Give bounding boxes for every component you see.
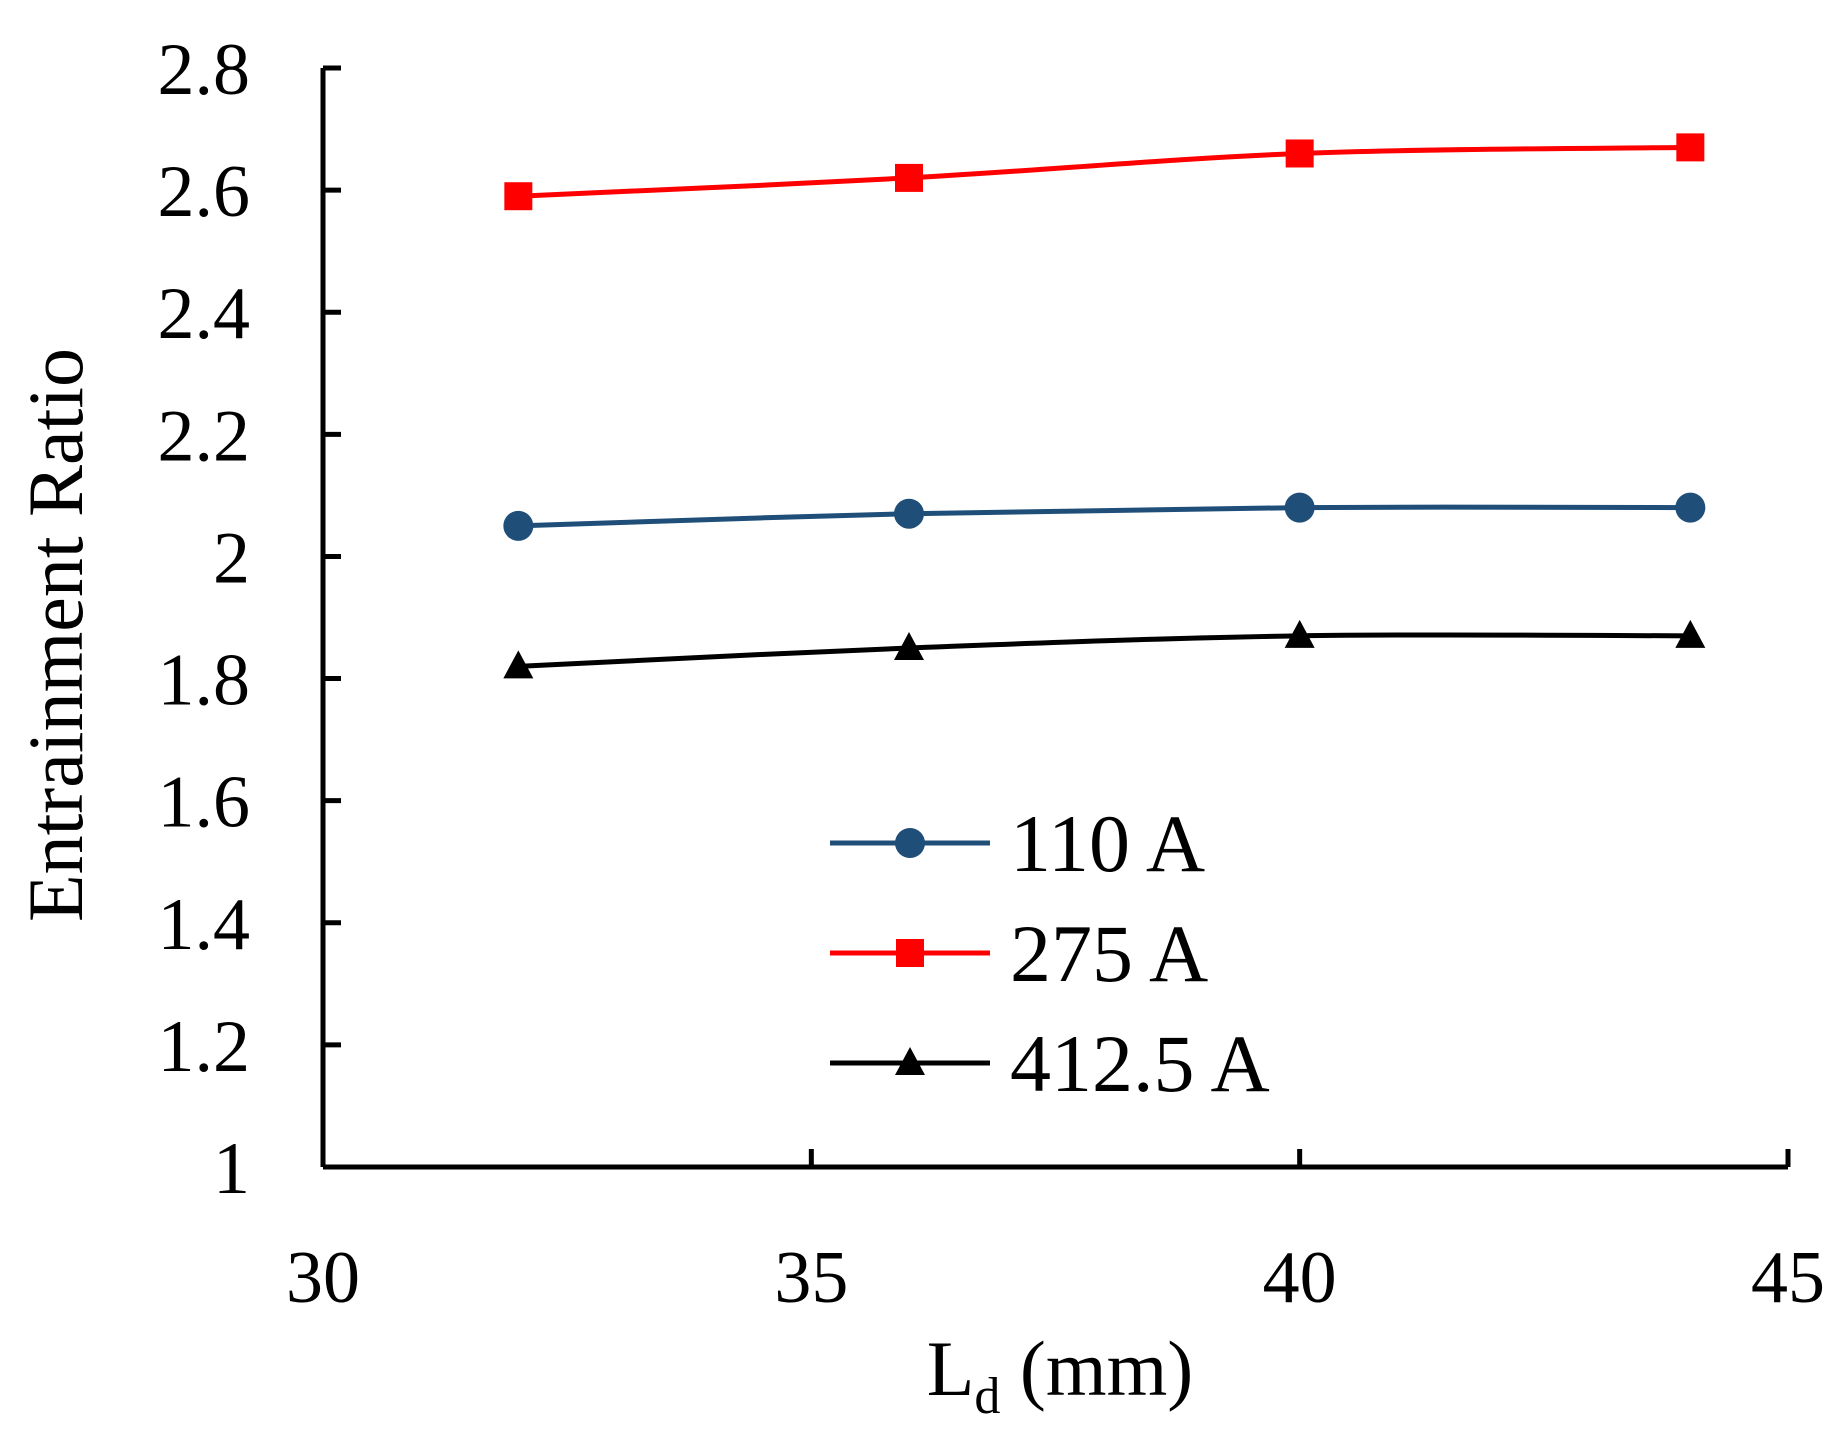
legend-marker	[895, 1047, 925, 1075]
y-tick-label: 2.2	[158, 395, 251, 477]
legend-label: 110 A	[1010, 798, 1205, 889]
data-point	[1284, 619, 1315, 648]
y-tick-label: 1.4	[158, 884, 251, 966]
y-tick-label: 1	[213, 1128, 250, 1210]
legend-item: 412.5 A	[830, 1018, 1270, 1109]
series-line	[518, 504, 1691, 529]
data-point	[1676, 133, 1705, 162]
legend-marker	[896, 939, 924, 967]
y-tick-label: 1.2	[158, 1006, 251, 1088]
x-tick-label: 35	[774, 1237, 848, 1319]
data-point	[503, 510, 534, 541]
x-tick-label: 30	[286, 1237, 360, 1319]
y-tick-label: 1.8	[158, 640, 251, 722]
series-line	[518, 144, 1691, 199]
x-tick-label: 45	[1751, 1237, 1825, 1319]
legend-marker	[895, 828, 925, 858]
y-axis-title: Entrainment Ratio	[12, 348, 99, 922]
series-line	[518, 632, 1691, 669]
legend-label: 275 A	[1010, 908, 1208, 999]
x-axis-title: Ld (mm)	[927, 1325, 1193, 1425]
data-point	[894, 498, 924, 529]
series-110-a	[503, 492, 1706, 541]
data-point	[1675, 492, 1706, 523]
legend: 110 A 275 A 412.5 A	[830, 798, 1270, 1109]
data-point	[1284, 492, 1315, 523]
y-tick-label: 2.4	[158, 273, 251, 355]
legend-label: 412.5 A	[1010, 1018, 1270, 1109]
y-tick-label: 2.6	[158, 151, 251, 233]
axes: 1 1.2 1.4 1.6 1.8 2 2.2 2.4 2.6 2.8 30 35 40 45	[158, 29, 1826, 1319]
legend-item: 275 A	[830, 908, 1208, 999]
legend-item: 110 A	[830, 798, 1205, 889]
y-tick-label: 2	[213, 517, 250, 599]
x-tick-label: 40	[1263, 1237, 1337, 1319]
data-point	[1285, 139, 1314, 168]
x-axis-title-main: L	[927, 1325, 975, 1412]
y-tick-label: 2.8	[158, 29, 251, 111]
series-275-a	[504, 133, 1705, 211]
data-point	[1675, 619, 1706, 648]
y-tick-label: 1.6	[158, 762, 251, 844]
data-point	[503, 650, 534, 679]
data-point	[894, 632, 924, 661]
x-axis-title-subscript: d	[974, 1368, 1000, 1425]
data-point	[895, 163, 923, 192]
series-412-5-a	[503, 619, 1706, 679]
series-layer	[503, 133, 1706, 679]
x-axis-title-unit: (mm)	[1000, 1325, 1193, 1412]
data-point	[504, 182, 533, 211]
